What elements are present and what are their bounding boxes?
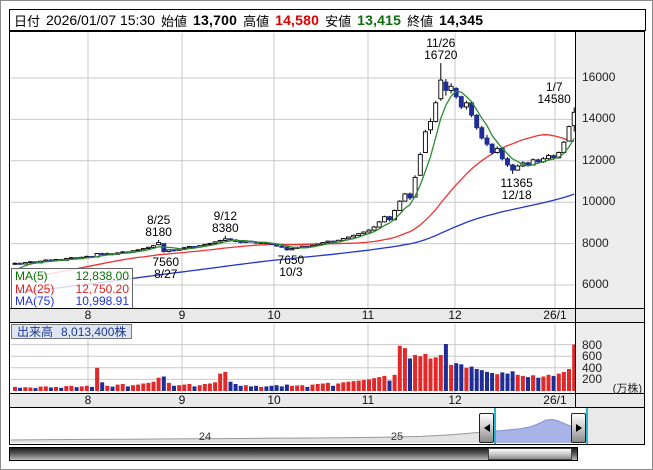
volume-label: 出来高 8,013,400株: [11, 324, 133, 339]
price-tick-label: 6000: [582, 277, 609, 291]
axis-divider: [575, 309, 576, 322]
navigator-year-label: 24: [198, 431, 212, 443]
ma25-label: MA(25): [15, 281, 55, 296]
close-value: 14,345: [439, 12, 484, 28]
ma25-line: [14, 134, 575, 281]
volume-axis: (万株) 800 600 400 200: [575, 322, 645, 395]
volume-title: 出来高: [17, 324, 54, 339]
volume-unit-label: (万株): [612, 383, 642, 395]
month-label: 11: [361, 393, 375, 407]
price-tick-label: 16000: [582, 70, 616, 84]
annotation: 9/12 8380: [211, 208, 239, 235]
navigator-left-button[interactable]: [479, 413, 494, 443]
price-tick-label: 14000: [582, 111, 616, 126]
ohlc-header: 日付 2026/01/07 15:30 始値 13,700 高値 14,580 …: [9, 9, 646, 31]
volume-pane[interactable]: 出来高 8,013,400株: [9, 322, 576, 394]
date-value: 2026/01/07 15:30: [46, 12, 156, 28]
price-tick-label: 8000: [582, 235, 609, 250]
month-label: 10: [267, 308, 281, 322]
volume-tick-label: 800: [582, 337, 603, 352]
month-label: 11: [361, 308, 375, 322]
high-label: 高値: [243, 13, 270, 29]
annotation: 7650 10/3: [277, 252, 305, 279]
close-label: 終値: [407, 13, 434, 29]
volume-tick-label: 200: [582, 372, 603, 387]
volume-value: 8,013,400株: [61, 324, 127, 339]
month-label: 8: [84, 393, 92, 407]
low-value: 13,415: [357, 12, 402, 28]
ma5-label: MA(5): [15, 269, 48, 283]
annotation: 11/26 16720: [424, 36, 458, 63]
ma5-value: 12,838.00: [75, 269, 129, 283]
navigator-history-area: [11, 430, 494, 443]
date-label: 日付: [14, 13, 41, 29]
right-arrow-icon: [575, 424, 582, 432]
navigator-right-button[interactable]: [571, 413, 586, 443]
month-label: 9: [178, 308, 186, 322]
annotation: 1/7 14580: [537, 80, 571, 107]
navigator-year-label: 25: [390, 431, 404, 443]
selection-end-marker[interactable]: [586, 408, 588, 444]
price-axis: 16000 14000 12000 10000 8000 6000: [575, 31, 645, 309]
axis-divider: [575, 394, 576, 407]
left-arrow-icon: [483, 424, 490, 432]
month-axis-bottom: 8 9 10 11 12 26/1: [9, 393, 645, 408]
price-chart-pane[interactable]: MA(5) 12,838.00 MA(25) 12,750.20 MA(75) …: [9, 31, 576, 310]
volume-chart: [11, 324, 576, 394]
navigator-empty-area: [585, 408, 644, 444]
month-label: 9: [178, 393, 186, 407]
scrollbar-thumb[interactable]: [488, 448, 572, 460]
ma5-line: [14, 90, 575, 271]
open-value: 13,700: [193, 12, 238, 28]
open-label: 始値: [161, 13, 188, 29]
month-label: 10: [267, 393, 281, 407]
month-axis-top: 8 9 10 11 12 26/1: [9, 308, 645, 323]
ma75-value: 10,998.91: [75, 294, 129, 308]
ma75-row: MA(75) 10,998.91: [15, 295, 129, 308]
annotation: 8/25 8180: [145, 212, 172, 239]
ma-legend: MA(5) 12,838.00 MA(25) 12,750.20 MA(75) …: [11, 268, 133, 310]
month-label: 8: [84, 308, 92, 322]
navigator-selected-area: [494, 418, 586, 443]
ma5-row: MA(5) 12,838.00: [15, 270, 129, 283]
price-tick-label: 12000: [582, 152, 616, 167]
selection-start-marker[interactable]: [494, 408, 496, 444]
month-label: 26/1: [543, 308, 567, 322]
annotation: 11365 12/18: [500, 175, 533, 202]
ma25-row: MA(25) 12,750.20: [15, 281, 129, 296]
volume-tick-label: 600: [582, 349, 603, 364]
horizontal-scrollbar[interactable]: [9, 447, 578, 461]
high-value: 14,580: [275, 12, 320, 28]
volume-bars: [13, 344, 576, 391]
ma25-value: 12,750.20: [75, 281, 129, 296]
navigator-area-chart: [11, 418, 586, 443]
candles: [12, 63, 576, 265]
month-label: 26/1: [543, 393, 567, 407]
low-label: 安値: [325, 13, 352, 29]
price-tick-label: 10000: [582, 194, 616, 209]
ma75-label: MA(75): [15, 294, 55, 308]
range-navigator[interactable]: 24 25: [9, 407, 645, 445]
month-label: 12: [448, 393, 462, 407]
annotation: 7560 8/27: [152, 254, 180, 281]
month-label: 12: [448, 308, 462, 322]
volume-tick-label: 400: [582, 360, 603, 375]
